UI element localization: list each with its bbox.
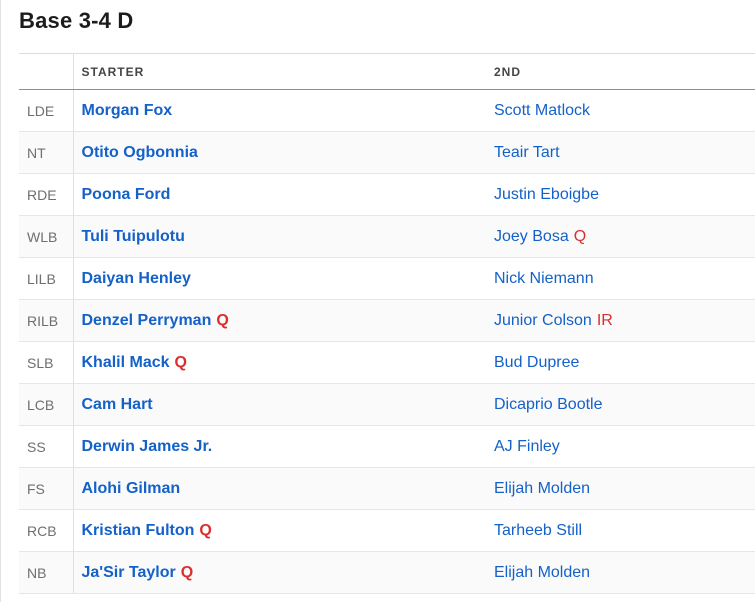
second-cell: Justin Eboigbe (486, 173, 755, 216)
starter-player-link[interactable]: Khalil Mack (81, 353, 170, 371)
position-label: FS (19, 467, 74, 510)
second-player-link[interactable]: AJ Finley (494, 437, 560, 455)
second-cell: Teair Tart (486, 131, 755, 174)
second-cell: AJ Finley (486, 425, 755, 468)
second-cell: Elijah Molden (486, 551, 755, 594)
table-row: RILB Denzel Perryman Q Junior Colson IR (19, 299, 755, 342)
second-player-link[interactable]: Elijah Molden (494, 479, 591, 497)
table-row: NT Otito Ogbonnia Teair Tart (19, 131, 755, 174)
starter-player-link[interactable]: Tuli Tuipulotu (81, 227, 185, 245)
second-player-link[interactable]: Tarheeb Still (494, 521, 583, 539)
second-cell: Scott Matlock (486, 89, 755, 132)
table-row: FS Alohi Gilman Elijah Molden (19, 467, 755, 510)
depth-chart-header: STARTER 2ND (19, 53, 755, 90)
position-label: RILB (19, 299, 74, 342)
starter-status-badge: Q (216, 311, 229, 329)
starter-player-link[interactable]: Derwin James Jr. (81, 437, 213, 455)
starter-player-link[interactable]: Alohi Gilman (81, 479, 181, 497)
starter-cell: Alohi Gilman (73, 467, 486, 510)
starter-player-link[interactable]: Daiyan Henley (81, 269, 191, 287)
header-second: 2ND (486, 53, 755, 90)
depth-chart-table: STARTER 2ND LDE Morgan Fox Scott Matlock… (19, 53, 755, 594)
second-cell: Tarheeb Still (486, 509, 755, 552)
starter-cell: Cam Hart (73, 383, 486, 426)
section-title: Base 3-4 D (19, 8, 134, 33)
position-label: RDE (19, 173, 74, 216)
starter-cell: Poona Ford (73, 173, 486, 216)
starter-cell: Daiyan Henley (73, 257, 486, 300)
second-player-link[interactable]: Elijah Molden (494, 563, 591, 581)
position-label: LILB (19, 257, 74, 300)
second-player-link[interactable]: Junior Colson (494, 311, 592, 329)
second-cell: Elijah Molden (486, 467, 755, 510)
second-cell: Nick Niemann (486, 257, 755, 300)
starter-cell: Derwin James Jr. (73, 425, 486, 468)
starter-player-link[interactable]: Otito Ogbonnia (81, 143, 198, 161)
starter-status-badge: Q (180, 563, 194, 581)
starter-player-link[interactable]: Ja'Sir Taylor (81, 563, 176, 581)
position-label: LCB (19, 383, 74, 426)
position-label: NT (19, 131, 74, 174)
header-row: STARTER 2ND (19, 53, 755, 90)
starter-player-link[interactable]: Cam Hart (81, 395, 153, 413)
position-label: LDE (19, 89, 74, 132)
table-row: LDE Morgan Fox Scott Matlock (19, 89, 755, 132)
table-row: SLB Khalil Mack Q Bud Dupree (19, 341, 755, 384)
header-starter: STARTER (73, 53, 486, 90)
starter-cell: Tuli Tuipulotu (73, 215, 486, 258)
second-status-badge: IR (596, 311, 613, 329)
second-cell: Bud Dupree (486, 341, 755, 384)
starter-player-link[interactable]: Denzel Perryman (81, 311, 212, 329)
starter-cell: Otito Ogbonnia (73, 131, 486, 174)
starter-cell: Kristian Fulton Q (73, 509, 486, 552)
starter-player-link[interactable]: Morgan Fox (81, 101, 173, 119)
table-row: RDE Poona Ford Justin Eboigbe (19, 173, 755, 216)
starter-player-link[interactable]: Kristian Fulton (81, 521, 195, 539)
depth-chart-body: LDE Morgan Fox Scott Matlock NT Otito Og… (19, 89, 755, 594)
second-player-link[interactable]: Scott Matlock (494, 101, 591, 119)
second-status-badge: Q (573, 227, 587, 245)
starter-status-badge: Q (174, 353, 187, 371)
table-row: RCB Kristian Fulton Q Tarheeb Still (19, 509, 755, 552)
position-label: SLB (19, 341, 74, 384)
table-row: WLB Tuli Tuipulotu Joey Bosa Q (19, 215, 755, 258)
second-player-link[interactable]: Dicaprio Bootle (494, 395, 603, 413)
position-label: RCB (19, 509, 74, 552)
second-cell: Joey Bosa Q (486, 215, 755, 258)
second-player-link[interactable]: Nick Niemann (494, 269, 594, 287)
starter-status-badge: Q (199, 521, 212, 539)
table-row: LCB Cam Hart Dicaprio Bootle (19, 383, 755, 426)
header-position (19, 53, 74, 90)
position-label: WLB (19, 215, 74, 258)
second-player-link[interactable]: Teair Tart (494, 143, 560, 161)
second-player-link[interactable]: Joey Bosa (494, 227, 569, 245)
second-cell: Junior Colson IR (486, 299, 755, 342)
second-cell: Dicaprio Bootle (486, 383, 755, 426)
starter-cell: Ja'Sir Taylor Q (73, 551, 486, 594)
second-player-link[interactable]: Justin Eboigbe (494, 185, 599, 203)
table-row: SS Derwin James Jr. AJ Finley (19, 425, 755, 468)
table-row: NB Ja'Sir Taylor Q Elijah Molden (19, 551, 755, 594)
starter-player-link[interactable]: Poona Ford (81, 185, 171, 203)
position-label: NB (19, 551, 74, 594)
table-row: LILB Daiyan Henley Nick Niemann (19, 257, 755, 300)
second-player-link[interactable]: Bud Dupree (494, 353, 580, 371)
starter-cell: Khalil Mack Q (73, 341, 486, 384)
starter-cell: Denzel Perryman Q (73, 299, 486, 342)
starter-cell: Morgan Fox (73, 89, 486, 132)
position-label: SS (19, 425, 74, 468)
